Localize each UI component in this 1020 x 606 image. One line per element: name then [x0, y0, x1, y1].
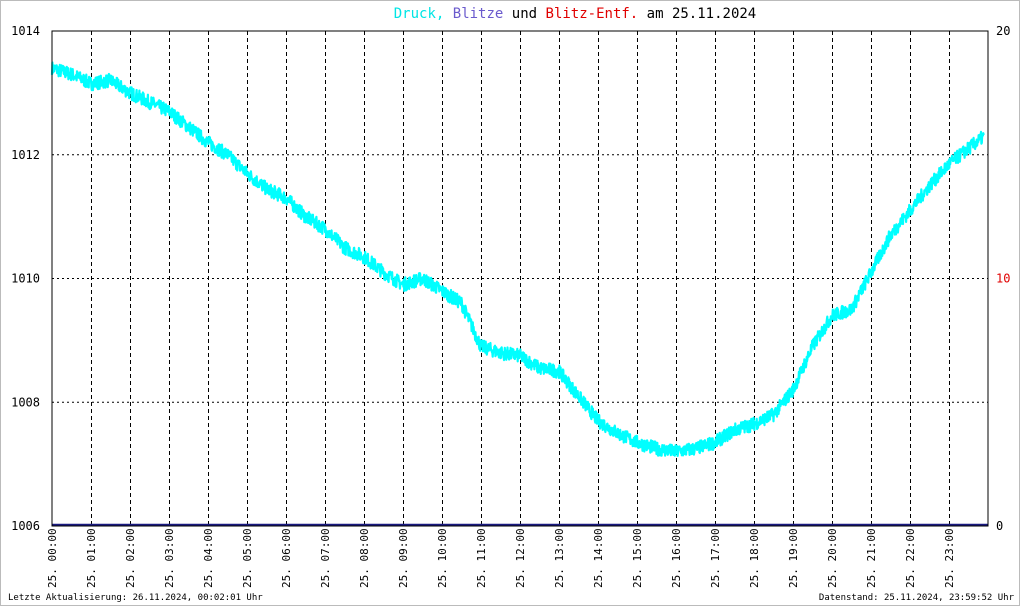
last-update-text: Letzte Aktualisierung: 26.11.2024, 00:02… — [8, 593, 263, 603]
x-tick-label: 25. 03:00 — [163, 528, 176, 588]
y-right-tick-label: 0 — [996, 519, 1003, 533]
x-tick-label: 25. 11:00 — [475, 528, 488, 588]
x-tick-label: 25. 19:00 — [787, 528, 800, 588]
series-layer — [50, 61, 988, 527]
x-tick-label: 25. 00:00 — [46, 528, 59, 588]
y-left-tick-label: 1014 — [11, 24, 40, 38]
x-tick-label: 25. 17:00 — [709, 528, 722, 588]
axes: 1006 1008 1010 1012 1014 0 10 20 25. 00:00 25. 01… — [11, 24, 1010, 588]
pressure-series-line — [50, 61, 985, 457]
x-tick-label: 25. 22:00 — [904, 528, 917, 588]
data-status-text: Datenstand: 25.11.2024, 23:59:52 Uhr — [818, 593, 1014, 603]
x-tick-label: 25. 20:00 — [826, 528, 839, 588]
x-tick-label: 25. 21:00 — [865, 528, 878, 588]
title-comma: , — [436, 6, 444, 22]
x-tick-label: 25. 04:00 — [202, 528, 215, 588]
y-left-tick-label: 1012 — [11, 148, 40, 162]
x-tick-label: 25. 13:00 — [553, 528, 566, 588]
y-left-tick-label: 1008 — [11, 395, 40, 409]
x-tick-label: 25. 14:00 — [592, 528, 605, 588]
y-left-tick-label: 1010 — [11, 272, 40, 286]
title-date: am 25.11.2024 — [638, 6, 756, 22]
grid — [52, 31, 988, 526]
x-tick-label: 25. 18:00 — [748, 528, 761, 588]
x-tick-label: 25. 06:00 — [280, 528, 293, 588]
title-blitz-entf: Blitz-Entf. — [546, 6, 639, 22]
x-tick-label: 25. 23:00 — [943, 528, 956, 588]
x-tick-label: 25. 16:00 — [670, 528, 683, 588]
title-druck: Druck — [394, 6, 437, 22]
x-tick-label: 25. 15:00 — [631, 528, 644, 588]
y-left-tick-label: 1006 — [11, 519, 40, 533]
plot-border — [51, 30, 989, 527]
y-right-tick-label: 20 — [996, 24, 1010, 38]
chart-title: Druck, Blitze und Blitz-Entf. am 25.11.2… — [394, 6, 757, 22]
title-und: und — [503, 6, 545, 22]
x-tick-label: 25. 10:00 — [436, 528, 449, 588]
x-tick-label: 25. 02:00 — [124, 528, 137, 588]
x-tick-label: 25. 12:00 — [514, 528, 527, 588]
x-tick-label: 25. 01:00 — [85, 528, 98, 588]
x-tick-label: 25. 07:00 — [319, 528, 332, 588]
y-right-tick-label: 10 — [996, 272, 1010, 286]
title-blitze: Blitze — [444, 6, 503, 22]
x-tick-label: 25. 08:00 — [358, 528, 371, 588]
x-tick-label: 25. 09:00 — [397, 528, 410, 588]
x-tick-label: 25. 05:00 — [241, 528, 254, 588]
